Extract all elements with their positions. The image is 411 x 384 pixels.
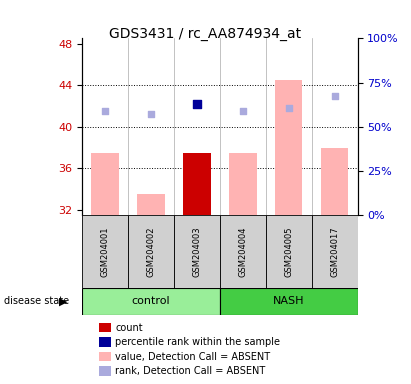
Text: control: control xyxy=(132,296,170,306)
Text: GDS3431 / rc_AA874934_at: GDS3431 / rc_AA874934_at xyxy=(109,27,302,41)
Bar xyxy=(82,215,128,288)
Point xyxy=(286,105,292,111)
Point xyxy=(240,108,246,114)
Text: GSM204017: GSM204017 xyxy=(330,226,339,277)
Text: GSM204002: GSM204002 xyxy=(147,226,155,277)
Bar xyxy=(229,153,256,215)
Bar xyxy=(275,80,302,215)
Point xyxy=(194,101,200,107)
Bar xyxy=(321,147,349,215)
Point xyxy=(148,111,155,118)
Bar xyxy=(137,194,165,215)
Text: value, Detection Call = ABSENT: value, Detection Call = ABSENT xyxy=(115,352,270,362)
Text: GSM204005: GSM204005 xyxy=(284,226,293,277)
Text: ▶: ▶ xyxy=(60,296,68,306)
Bar xyxy=(128,215,174,288)
Point xyxy=(102,108,109,114)
Text: GSM204003: GSM204003 xyxy=(192,226,201,277)
Bar xyxy=(312,215,358,288)
Bar xyxy=(220,215,266,288)
Text: GSM204004: GSM204004 xyxy=(238,226,247,277)
Bar xyxy=(91,153,119,215)
Text: GSM204001: GSM204001 xyxy=(101,226,110,277)
Text: count: count xyxy=(115,323,143,333)
Bar xyxy=(220,288,358,315)
Bar xyxy=(183,153,211,215)
Text: disease state: disease state xyxy=(4,296,69,306)
Point xyxy=(331,93,338,99)
Text: rank, Detection Call = ABSENT: rank, Detection Call = ABSENT xyxy=(115,366,266,376)
Text: NASH: NASH xyxy=(273,296,305,306)
Text: percentile rank within the sample: percentile rank within the sample xyxy=(115,337,280,347)
Bar xyxy=(174,215,220,288)
Bar xyxy=(266,215,312,288)
Bar xyxy=(82,288,220,315)
